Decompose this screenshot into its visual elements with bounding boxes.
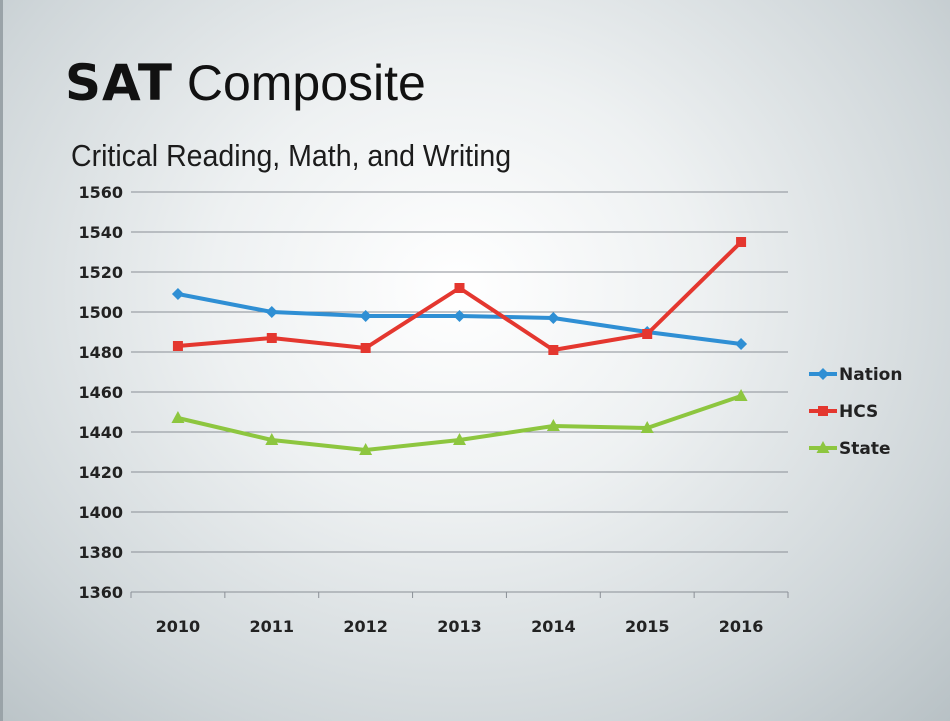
y-tick-label: 1400 bbox=[78, 503, 123, 522]
data-point-hcs bbox=[736, 237, 747, 247]
y-tick-label: 1460 bbox=[78, 383, 123, 402]
data-point-hcs bbox=[360, 343, 371, 353]
data-point-nation bbox=[171, 288, 184, 300]
y-tick-label: 1520 bbox=[78, 263, 123, 282]
y-tick-label: 1360 bbox=[78, 583, 123, 602]
data-point-nation bbox=[735, 338, 748, 350]
x-tick-label: 2012 bbox=[343, 617, 388, 636]
legend-marker-nation bbox=[817, 368, 829, 380]
x-tick-label: 2014 bbox=[531, 617, 576, 636]
x-tick-label: 2010 bbox=[156, 617, 201, 636]
y-tick-label: 1500 bbox=[78, 303, 123, 322]
line-chart: 1360 1380 1400 1420 1440 1460 1480 1500 1520 1540… bbox=[78, 183, 902, 636]
data-point-state bbox=[546, 419, 560, 431]
data-point-nation bbox=[359, 310, 372, 322]
x-tick-label: 2013 bbox=[437, 617, 482, 636]
data-point-state bbox=[171, 411, 185, 423]
data-point-hcs bbox=[548, 345, 559, 355]
data-point-hcs bbox=[172, 341, 183, 351]
data-point-hcs bbox=[266, 333, 277, 343]
data-point-state bbox=[734, 389, 748, 401]
data-point-hcs bbox=[642, 329, 653, 339]
data-point-hcs bbox=[454, 283, 465, 293]
y-tick-label: 1560 bbox=[78, 183, 123, 202]
data-point-state bbox=[640, 421, 654, 433]
title-rest: Composite bbox=[172, 55, 426, 111]
legend-label-state: State bbox=[839, 439, 891, 459]
data-point-nation bbox=[453, 310, 466, 322]
y-tick-label: 1480 bbox=[78, 343, 123, 362]
y-tick-label: 1440 bbox=[78, 423, 123, 442]
data-point-nation bbox=[547, 312, 560, 324]
data-point-state bbox=[453, 433, 466, 445]
x-tick-label: 2011 bbox=[250, 617, 295, 636]
x-tick-label: 2016 bbox=[719, 617, 764, 636]
slide-subtitle: Critical Reading, Math, and Writing bbox=[71, 138, 512, 173]
legend-label-hcs: HCS bbox=[839, 402, 878, 422]
title-bold: SAT bbox=[65, 54, 173, 112]
slide-title: SAT Composite bbox=[65, 58, 426, 108]
y-tick-label: 1380 bbox=[78, 543, 123, 562]
data-point-state bbox=[265, 433, 279, 445]
y-tick-label: 1420 bbox=[78, 463, 123, 482]
legend-marker-state bbox=[816, 441, 830, 453]
x-tick-label: 2015 bbox=[625, 617, 670, 636]
y-tick-label: 1540 bbox=[78, 223, 123, 242]
data-point-nation bbox=[265, 306, 278, 318]
legend-label-nation: Nation bbox=[839, 365, 902, 385]
data-point-state bbox=[359, 443, 373, 455]
legend-marker-hcs bbox=[818, 406, 828, 416]
